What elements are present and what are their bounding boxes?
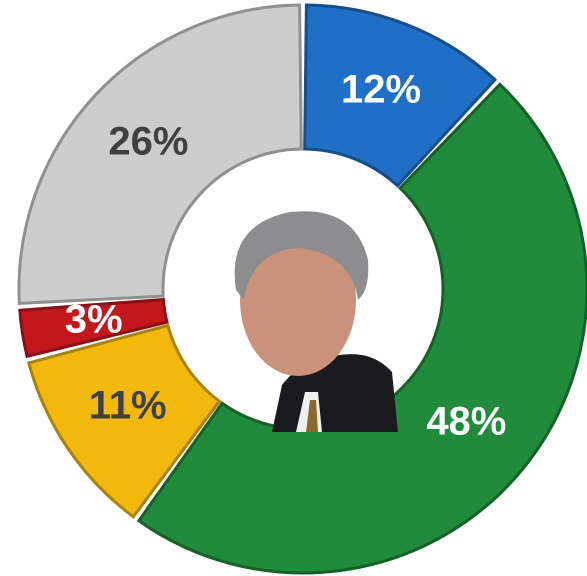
slice <box>26 323 222 519</box>
data-label: 12% <box>341 67 421 111</box>
labels: 12% 48% 11% 3% 26% <box>65 67 507 443</box>
slice <box>17 3 303 306</box>
photo-face <box>240 224 356 376</box>
photo-hair <box>234 211 369 300</box>
slice <box>18 297 169 359</box>
donut <box>17 3 587 575</box>
photo-tie <box>306 400 318 432</box>
data-label: 3% <box>65 298 123 342</box>
center-photo <box>165 151 441 432</box>
data-label: 48% <box>426 400 506 444</box>
data-label: 26% <box>108 119 188 163</box>
data-label: 11% <box>89 384 167 428</box>
slice <box>303 3 498 188</box>
